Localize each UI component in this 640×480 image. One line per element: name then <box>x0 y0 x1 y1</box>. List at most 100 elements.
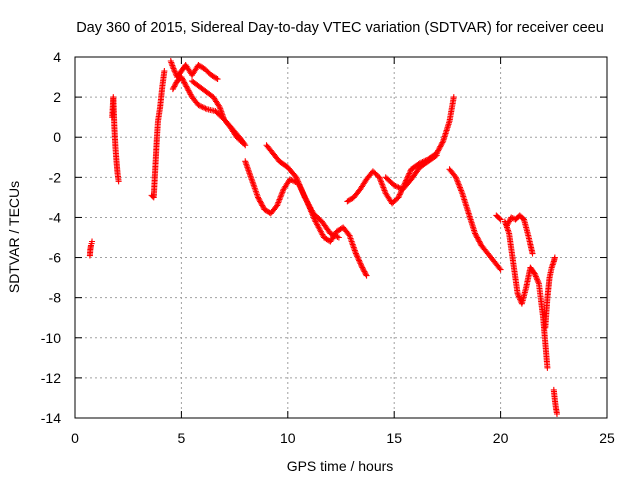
y-axis-label: SDTVAR / TECUs <box>6 181 22 293</box>
data-point <box>437 143 444 150</box>
series-seg4 <box>167 58 221 83</box>
data-point <box>161 68 168 75</box>
data-point <box>532 273 539 280</box>
y-tick-label: -10 <box>41 330 61 346</box>
data-point <box>184 84 191 91</box>
series-seg1 <box>86 238 96 259</box>
series-seg12 <box>493 212 504 223</box>
plot-frame <box>74 56 608 419</box>
data-point <box>394 183 401 190</box>
data-point <box>476 238 483 245</box>
y-tick-label: -14 <box>41 410 61 426</box>
data-point <box>361 268 368 275</box>
data-point <box>295 180 302 187</box>
data-point <box>178 74 185 81</box>
series-seg9 <box>344 94 457 207</box>
data-point <box>506 218 513 225</box>
data-point <box>497 266 504 273</box>
x-tick-label: 0 <box>71 430 79 446</box>
data-point <box>172 82 179 89</box>
data-point <box>353 251 360 258</box>
data-point <box>472 231 479 238</box>
data-point <box>474 235 481 242</box>
data-point <box>256 197 263 204</box>
series-seg7 <box>242 158 370 279</box>
data-point <box>199 104 206 111</box>
data-point <box>362 271 369 278</box>
data-point <box>184 86 191 93</box>
data-point <box>359 264 366 271</box>
data-point <box>286 176 293 183</box>
data-point <box>406 170 413 177</box>
data-point <box>516 294 523 301</box>
data-point <box>529 250 536 257</box>
data-point <box>202 105 209 112</box>
data-point <box>359 265 366 272</box>
data-point <box>355 256 362 263</box>
series-seg6 <box>189 78 247 147</box>
series-seg3 <box>148 68 168 201</box>
data-point <box>534 277 541 284</box>
data-point <box>196 102 203 109</box>
data-point <box>171 66 178 73</box>
data-point <box>333 233 340 240</box>
data-point <box>195 102 202 109</box>
series-seg15 <box>542 254 558 331</box>
data-point <box>438 142 445 149</box>
data-point <box>328 231 335 238</box>
data-point <box>503 222 510 229</box>
data-point <box>257 199 264 206</box>
x-axis-label: GPS time / hours <box>287 458 394 474</box>
data-point <box>357 260 364 267</box>
data-point <box>259 203 266 210</box>
data-point <box>531 270 538 277</box>
data-point <box>360 267 367 274</box>
data-point <box>288 177 295 184</box>
data-point <box>171 83 178 90</box>
data-point <box>544 364 551 371</box>
series-seg13 <box>501 218 551 371</box>
data-point <box>300 190 306 197</box>
data-point <box>187 91 194 98</box>
data-points <box>86 58 560 417</box>
series-seg11 <box>446 166 504 273</box>
data-point <box>115 178 122 185</box>
data-point <box>356 257 363 264</box>
data-point <box>169 86 176 93</box>
data-point <box>514 290 521 297</box>
data-point <box>532 272 539 279</box>
data-point <box>396 191 403 198</box>
data-point <box>331 232 338 239</box>
data-point <box>515 292 522 299</box>
data-point <box>215 102 222 109</box>
data-point <box>438 140 445 147</box>
series-seg16 <box>550 386 560 417</box>
data-point <box>439 139 446 146</box>
data-point <box>475 237 482 244</box>
data-point <box>172 80 179 87</box>
y-tick-label: -6 <box>49 250 62 266</box>
data-point <box>89 238 96 245</box>
data-point <box>311 217 318 224</box>
data-point <box>358 263 365 270</box>
data-point <box>551 254 558 261</box>
data-point <box>182 82 189 89</box>
data-point <box>172 69 179 76</box>
data-point <box>358 261 365 268</box>
data-point <box>436 144 443 151</box>
data-point <box>330 231 337 238</box>
data-point <box>406 169 413 176</box>
grid <box>75 57 607 418</box>
data-point <box>508 214 515 221</box>
y-tick-label: 4 <box>53 49 61 65</box>
y-tick-label: -12 <box>41 370 61 386</box>
data-point <box>297 184 304 191</box>
data-point <box>450 94 457 101</box>
data-point <box>181 79 188 86</box>
data-point <box>213 75 220 82</box>
data-point <box>170 65 177 72</box>
data-point <box>296 181 303 188</box>
data-point <box>327 230 334 237</box>
